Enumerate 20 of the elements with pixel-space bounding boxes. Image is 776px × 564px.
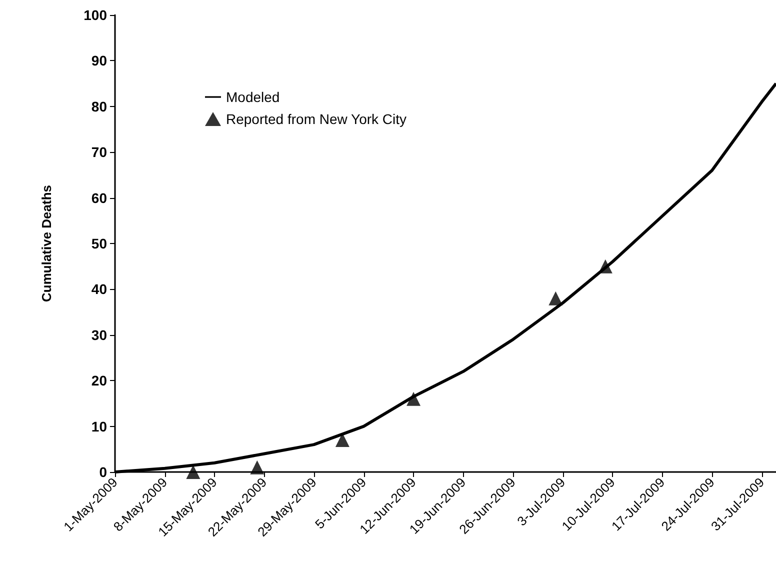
point bbox=[406, 392, 421, 406]
y-tick-label: 100 bbox=[84, 7, 108, 23]
point bbox=[186, 465, 200, 479]
y-tick-label: 90 bbox=[91, 52, 108, 69]
point bbox=[548, 291, 563, 306]
y-tick-label: 10 bbox=[91, 418, 108, 434]
point bbox=[250, 460, 264, 474]
y-tick-label: 80 bbox=[91, 98, 108, 114]
point bbox=[598, 259, 612, 274]
legend-label: Reported from New York City bbox=[226, 111, 407, 127]
y-axis-title: Cumulative Deaths bbox=[39, 184, 54, 302]
y-tick-label: 60 bbox=[91, 190, 108, 206]
y-tick-label: 0 bbox=[99, 464, 108, 480]
legend-label: Modeled bbox=[226, 89, 280, 105]
y-tick-label: 70 bbox=[91, 144, 108, 160]
y-tick-label: 40 bbox=[91, 281, 108, 298]
point bbox=[335, 433, 350, 448]
y-tick-label: 20 bbox=[91, 372, 108, 389]
y-tick-label: 30 bbox=[91, 326, 108, 343]
y-tick-label: 50 bbox=[91, 236, 108, 252]
